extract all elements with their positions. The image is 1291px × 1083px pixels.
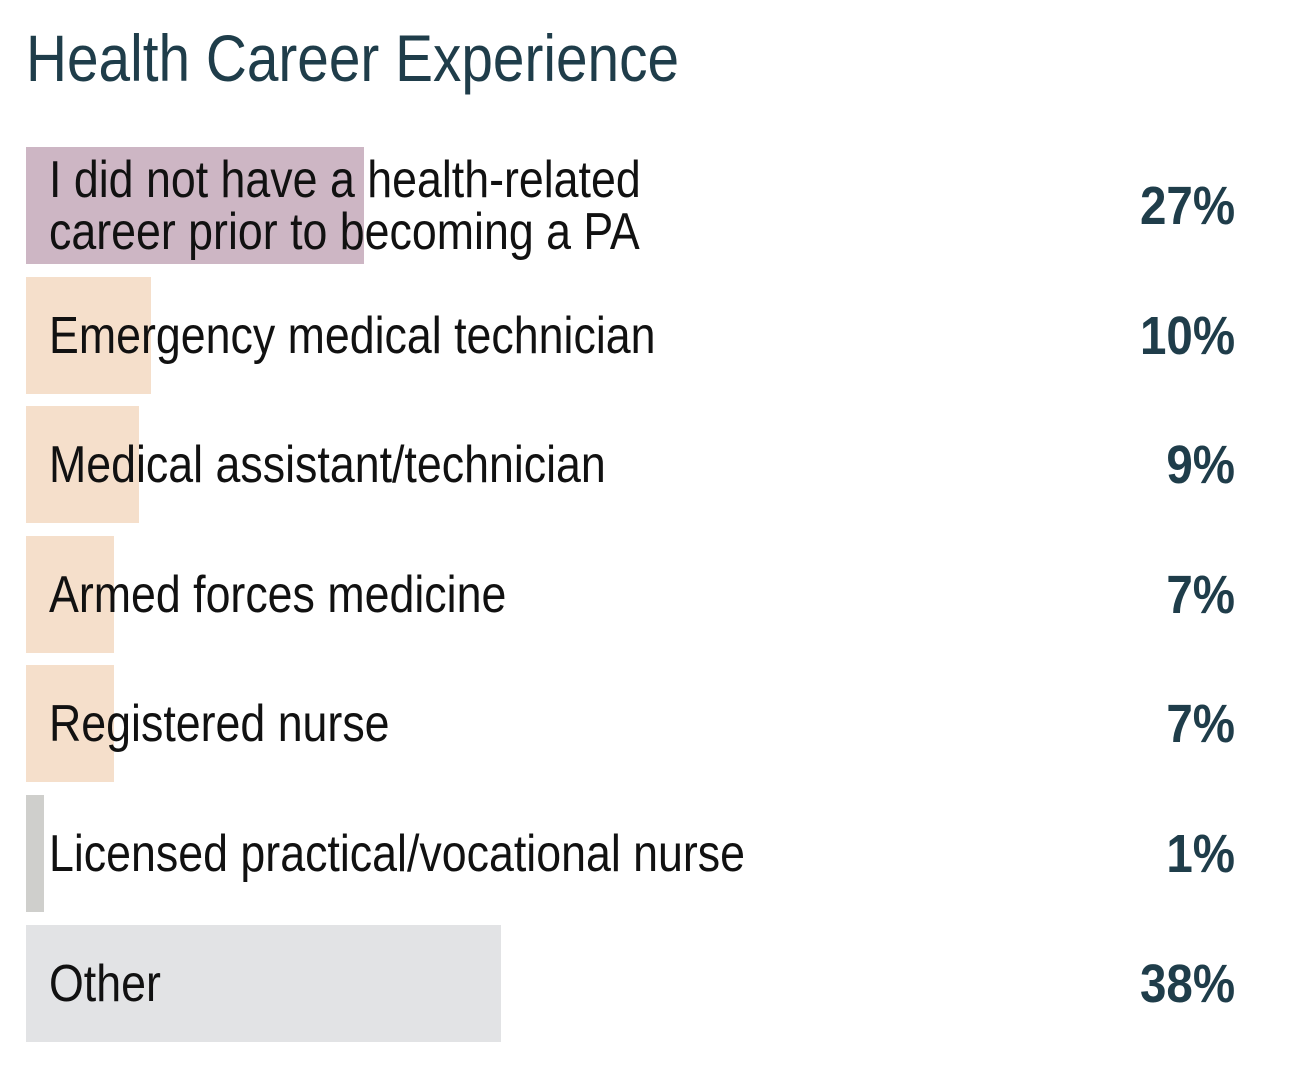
bar-row: I did not have a health-related career p… bbox=[0, 147, 1291, 264]
value-label: 38% bbox=[1139, 953, 1235, 1014]
bar-row: Emergency medical technician 10% bbox=[0, 277, 1291, 394]
value-label: 9% bbox=[1166, 434, 1235, 495]
bar bbox=[26, 277, 151, 394]
category-label: Emergency medical technician bbox=[49, 306, 656, 365]
category-label: Registered nurse bbox=[49, 694, 390, 753]
chart-title: Health Career Experience bbox=[26, 21, 680, 95]
bar bbox=[26, 795, 44, 912]
value-label: 1% bbox=[1166, 823, 1235, 884]
category-label: Other bbox=[49, 954, 161, 1013]
bar-row: Licensed practical/vocational nurse 1% bbox=[0, 795, 1291, 912]
bar-row: Registered nurse 7% bbox=[0, 665, 1291, 782]
category-label: Armed forces medicine bbox=[49, 565, 507, 624]
bar-row: Other 38% bbox=[0, 925, 1291, 1042]
bar bbox=[26, 406, 139, 523]
category-label: I did not have a health-related career p… bbox=[49, 150, 641, 261]
category-label: Medical assistant/technician bbox=[49, 435, 606, 494]
bar-row: Medical assistant/technician 9% bbox=[0, 406, 1291, 523]
category-label: Licensed practical/vocational nurse bbox=[49, 824, 746, 883]
value-label: 27% bbox=[1139, 175, 1235, 236]
bar bbox=[26, 147, 364, 264]
bar-row: Armed forces medicine 7% bbox=[0, 536, 1291, 653]
bar bbox=[26, 925, 501, 1042]
value-label: 10% bbox=[1139, 305, 1235, 366]
bar bbox=[26, 536, 114, 653]
value-label: 7% bbox=[1166, 564, 1235, 625]
value-label: 7% bbox=[1166, 693, 1235, 754]
bar bbox=[26, 665, 114, 782]
